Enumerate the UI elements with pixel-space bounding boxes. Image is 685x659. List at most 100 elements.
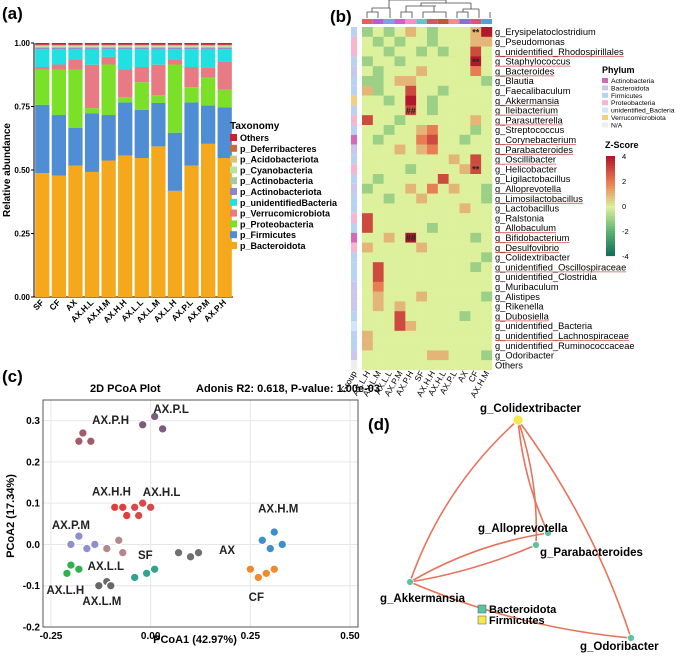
phylum-legend-swatch: [602, 122, 608, 128]
network-edge: [409, 581, 632, 639]
pcoa-point: [77, 428, 88, 438]
heatmap-cell: [405, 262, 417, 273]
heatmap-cell: [427, 232, 439, 243]
heatmap-cell: [416, 174, 428, 184]
heatmap-cell: [427, 262, 439, 273]
heatmap-cell: [405, 46, 417, 57]
heatmap-cell: [405, 291, 417, 302]
heatmap-cell: [481, 85, 493, 96]
heatmap-cell: [405, 311, 417, 322]
group-color-cell: [481, 19, 492, 24]
row-label: g_Ileibacterium: [495, 106, 558, 116]
network-node: [512, 414, 524, 426]
heatmap-cell: [427, 154, 439, 165]
heatmap-cell: [416, 56, 428, 67]
heatmap-cell: [448, 193, 460, 204]
heatmap-cell: [383, 272, 395, 282]
bar-segment-p-unidentifiedbacteria: [200, 49, 216, 68]
a-legend-label: p_Firmicutes: [240, 230, 296, 240]
bar-segment-p-bacteroidota: [84, 171, 100, 297]
colorbar-step: [606, 156, 615, 159]
bar-segment-p-acidobacteriota: [134, 45, 149, 47]
heatmap-cell: [470, 360, 482, 371]
network-edge: [409, 419, 519, 583]
colorbar-step: [606, 181, 615, 184]
bar-segment-p-bacteroidota: [151, 146, 166, 297]
bar-segment-p-actinobacteriota: [101, 48, 116, 50]
bar-segment-p-actinobacteria: [184, 46, 199, 49]
heatmap-cell: [459, 46, 471, 57]
heatmap-cell: [470, 46, 482, 57]
heatmap-cell: [481, 213, 493, 224]
pcoa-point: [121, 510, 132, 521]
row-label: g_Parabacteroides: [495, 145, 573, 155]
colorbar-step: [606, 158, 615, 162]
bar-segment-p-proteobacteria: [101, 64, 116, 116]
heatmap-cell: [394, 125, 406, 135]
heatmap-cell: [383, 95, 395, 106]
network-edge: [517, 419, 538, 546]
heatmap-cell: [459, 183, 471, 194]
phylum-annotation-cell: [351, 291, 357, 302]
heatmap-cell: [416, 223, 428, 233]
a-ytick-label: 1.00: [14, 39, 30, 48]
phylum-annotation-cell: [351, 125, 357, 135]
heatmap-cell: [470, 36, 482, 47]
heatmap-cell: [459, 36, 471, 47]
bar-segment-p-bacteroidota: [68, 165, 83, 297]
colorbar-tick: 0: [622, 202, 626, 211]
row-label: g_Faecalibaculum: [495, 86, 571, 96]
pcoa-point: [269, 527, 280, 538]
heatmap-cell: [405, 272, 417, 282]
colorbar-step: [606, 246, 615, 249]
row-label: g_Bacteroides: [495, 66, 555, 76]
bar-segment-p-actinobacteria: [118, 46, 133, 49]
heatmap-cell: [481, 144, 493, 155]
heatmap-cell: [405, 144, 417, 155]
bar-segment-p-bacteroidota: [35, 173, 50, 297]
pcoa-point: [93, 580, 104, 591]
heatmap-cell: [405, 76, 417, 86]
heatmap-cell: [383, 27, 395, 37]
heatmap-cell: [459, 174, 471, 184]
bar-segment-p-acidobacteriota: [118, 45, 133, 47]
heatmap-cell: [427, 36, 439, 47]
heatmap-cell: [362, 242, 374, 253]
phylum-legend-label: Firmicutes: [611, 93, 643, 100]
phylum-annotation-cell: [351, 213, 357, 223]
row-label: g_Bifidobacterium: [495, 233, 570, 243]
network-edge: [517, 419, 632, 639]
pcoa-group-label: AX.P.L: [153, 404, 189, 416]
phylum-annotation-cell: [351, 330, 357, 341]
pcoa-point: [73, 564, 84, 575]
heatmap-cell: [416, 321, 428, 331]
phylum-annotation-cell: [351, 76, 357, 86]
bar-segment-p-proteobacteria: [184, 87, 199, 103]
heatmap-cell: [405, 321, 417, 331]
heatmap-cell: [405, 66, 417, 77]
pcoa-point: [261, 568, 272, 579]
c-xtick-label: 0.25: [241, 631, 261, 642]
a-legend-label: p_Actinobacteria: [240, 176, 314, 186]
pcoa-group-label: AX.L.L: [88, 561, 124, 573]
heatmap-cell: [448, 291, 460, 302]
heatmap-cell: [437, 95, 449, 106]
pcoa-point: [101, 543, 112, 554]
c-plot-frame: [42, 399, 359, 628]
heatmap-cell: [481, 27, 493, 37]
heatmap-cell: [372, 203, 384, 214]
bar-segment-p-unidentifiedbacteria: [101, 49, 116, 57]
bar-segment-p-bacteroidota: [217, 157, 232, 297]
heatmap-cell: [427, 174, 439, 184]
heatmap-cell: [383, 281, 395, 292]
heatmap-cell: [372, 350, 384, 361]
heatmap-cell: [481, 340, 493, 351]
network-edge: [517, 419, 549, 534]
row-label: g_unidentified_Ruminococcaceae: [495, 341, 635, 351]
heatmap-cell: [427, 223, 439, 233]
bar-segment-p-actinobacteria: [217, 46, 232, 49]
heatmap-cell: [416, 105, 428, 116]
heatmap-cell: [437, 340, 449, 351]
phylum-annotation-cell: [351, 66, 357, 76]
